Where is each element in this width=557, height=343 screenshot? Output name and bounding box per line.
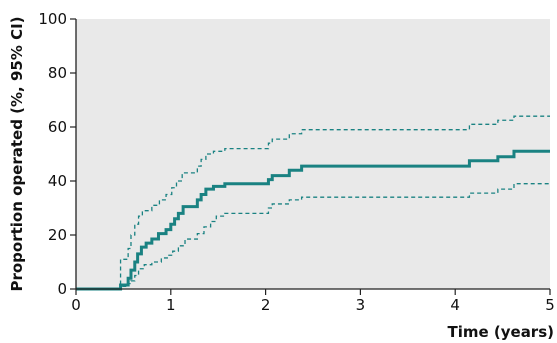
- x-tick-label: 1: [166, 296, 176, 314]
- y-tick-label: 40: [48, 172, 67, 190]
- x-tick-label: 5: [545, 296, 555, 314]
- y-tick-label: 0: [57, 280, 67, 298]
- x-tick-label: 2: [261, 296, 271, 314]
- x-tick-label: 3: [356, 296, 366, 314]
- upper-ci-line: [76, 115, 550, 290]
- y-tick-label: 100: [38, 10, 67, 28]
- y-tick-label: 20: [48, 226, 67, 244]
- y-tick-label: 80: [48, 64, 67, 82]
- y-axis-title: Proportion operated (%, 95% CI): [8, 16, 26, 291]
- x-axis-ticks: 0 1 2 3 4 5: [71, 289, 555, 314]
- plot-background: [76, 19, 550, 289]
- estimate-line: [76, 149, 550, 291]
- lower-ci-line: [76, 183, 550, 290]
- y-axis-ticks: 0 20 40 60 80 100: [38, 10, 76, 298]
- series-layer: [76, 115, 550, 291]
- x-tick-label: 4: [450, 296, 460, 314]
- x-tick-label: 0: [71, 296, 81, 314]
- x-axis-title: Time (years): [447, 323, 554, 341]
- y-tick-label: 60: [48, 118, 67, 136]
